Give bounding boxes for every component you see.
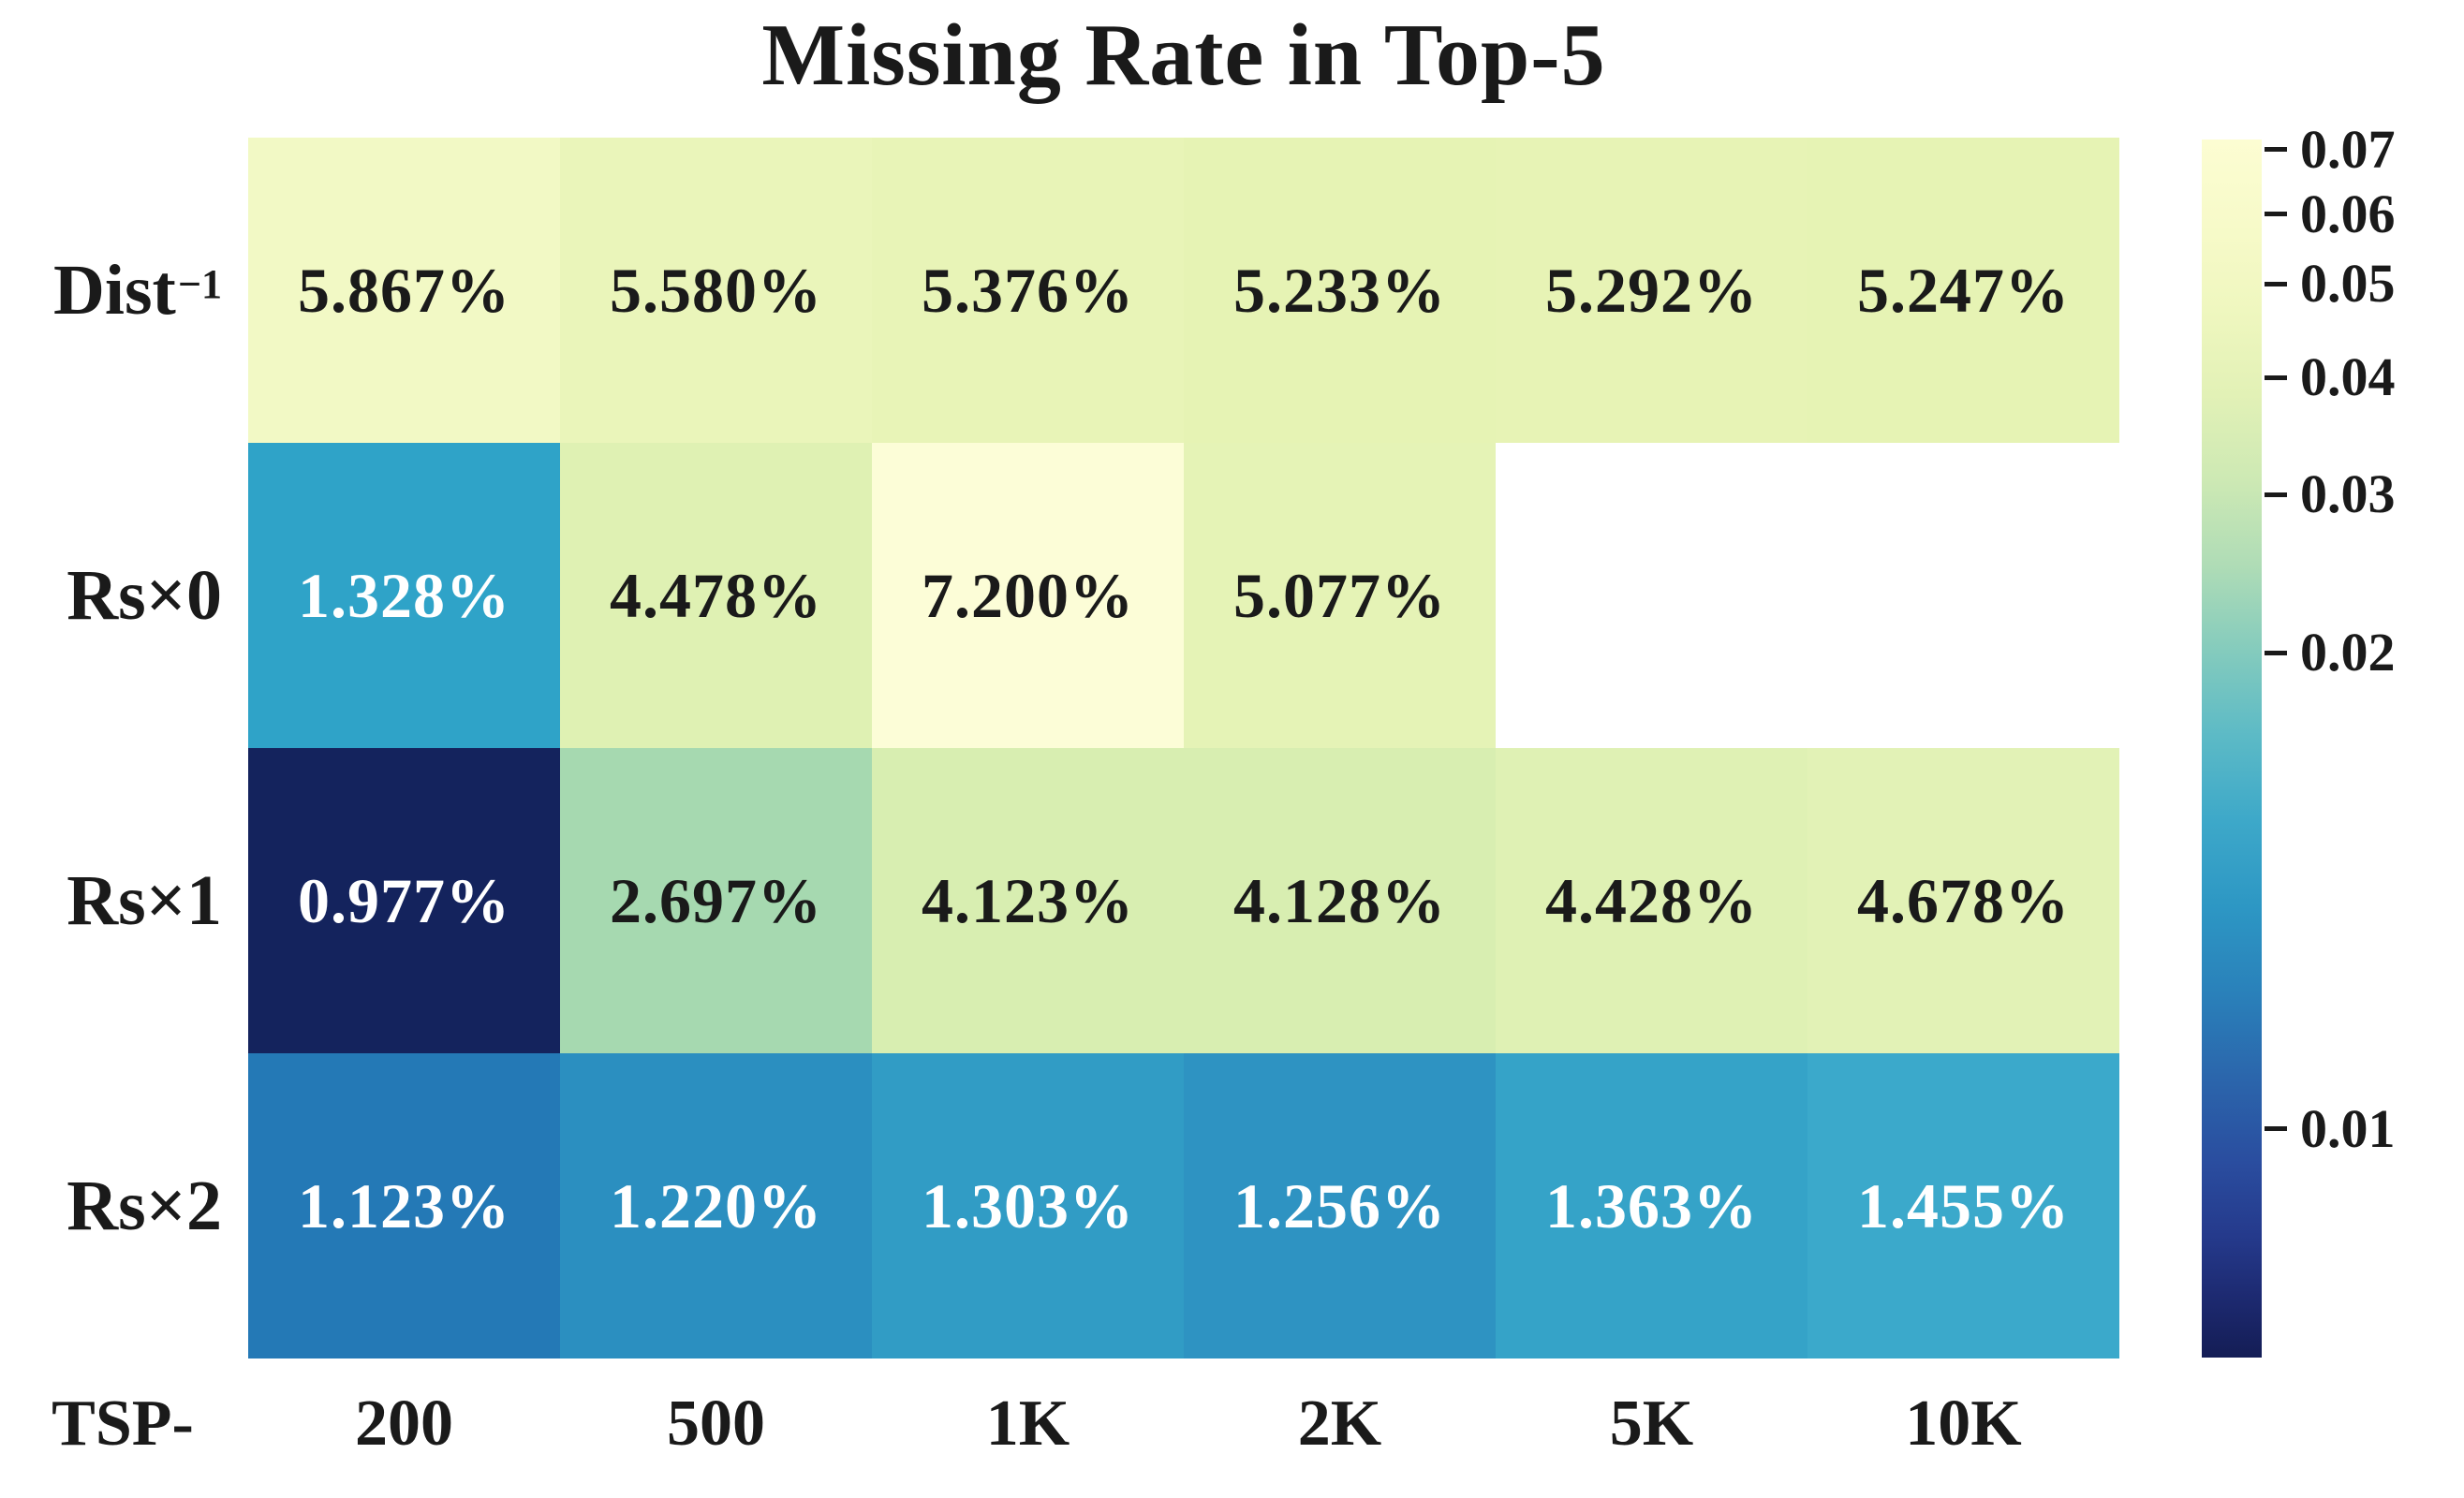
heatmap-cell-missing [1807, 443, 2119, 748]
heatmap-cell: 4.128% [1184, 748, 1496, 1053]
colorbar-tick-label: 0.06 [2300, 183, 2396, 244]
heatmap-cell: 4.428% [1496, 748, 1807, 1053]
colorbar-tick-mark [2265, 281, 2287, 286]
heatmap-cell: 1.256% [1184, 1053, 1496, 1358]
heatmap-cell: 0.977% [248, 748, 560, 1053]
x-tick-label: 500 [667, 1388, 765, 1460]
heatmap-cell: 4.478% [560, 443, 872, 748]
heatmap-cell: 5.077% [1184, 443, 1496, 748]
colorbar-tick-mark [2265, 650, 2287, 655]
colorbar-tick-label: 0.04 [2300, 346, 2396, 408]
heatmap-cell: 2.697% [560, 748, 872, 1053]
y-tick-label: Rs×0 [66, 555, 222, 635]
heatmap-cell: 4.678% [1807, 748, 2119, 1053]
x-tick-label: 10K [1905, 1388, 2022, 1460]
heatmap-cell: 1.363% [1496, 1053, 1807, 1358]
heatmap-cell: 5.292% [1496, 138, 1807, 443]
heatmap-cell: 5.580% [560, 138, 872, 443]
heatmap-cell: 5.247% [1807, 138, 2119, 443]
colorbar-tick-mark [2265, 212, 2287, 217]
colorbar-tick-mark [2265, 374, 2287, 380]
x-tick-label: 200 [355, 1388, 453, 1460]
heatmap-cell: 1.220% [560, 1053, 872, 1358]
heatmap-cell: 1.328% [248, 443, 560, 748]
colorbar-tick-label: 0.03 [2300, 463, 2396, 525]
y-tick-label: Rs×1 [66, 860, 222, 940]
heatmap-cell: 4.123% [872, 748, 1184, 1053]
colorbar-gradient [2202, 140, 2262, 1358]
colorbar-tick-label: 0.01 [2300, 1097, 2396, 1159]
chart-title: Missing Rate in Top-5 [761, 7, 1606, 104]
heatmap-cell: 5.376% [872, 138, 1184, 443]
colorbar-tick-label: 0.07 [2300, 118, 2396, 180]
heatmap-cell: 7.200% [872, 443, 1184, 748]
y-tick-label: Rs×2 [66, 1166, 222, 1245]
heatmap-cell: 1.455% [1807, 1053, 2119, 1358]
y-tick-label: Dist −1 [52, 250, 222, 330]
x-tick-label: 5K [1609, 1388, 1694, 1460]
colorbar-tick-mark [2265, 147, 2287, 153]
heatmap-cell: 1.303% [872, 1053, 1184, 1358]
heatmap-cell-missing [1496, 443, 1807, 748]
x-tick-label: 2K [1297, 1388, 1382, 1460]
heatmap-cell: 5.233% [1184, 138, 1496, 443]
colorbar-tick-label: 0.05 [2300, 253, 2396, 315]
colorbar-tick-mark [2265, 492, 2287, 497]
heatmap-grid: 5.867% 5.580% 5.376% 5.233% 5.292% 5.247% 1.32… [248, 138, 2119, 1358]
heatmap-cell: 5.867% [248, 138, 560, 443]
x-axis-prefix-label: TSP- [52, 1388, 194, 1460]
colorbar-tick-mark [2265, 1126, 2287, 1132]
colorbar-tick-label: 0.02 [2300, 622, 2396, 683]
x-tick-label: 1K [985, 1388, 1070, 1460]
heatmap-cell: 1.123% [248, 1053, 560, 1358]
